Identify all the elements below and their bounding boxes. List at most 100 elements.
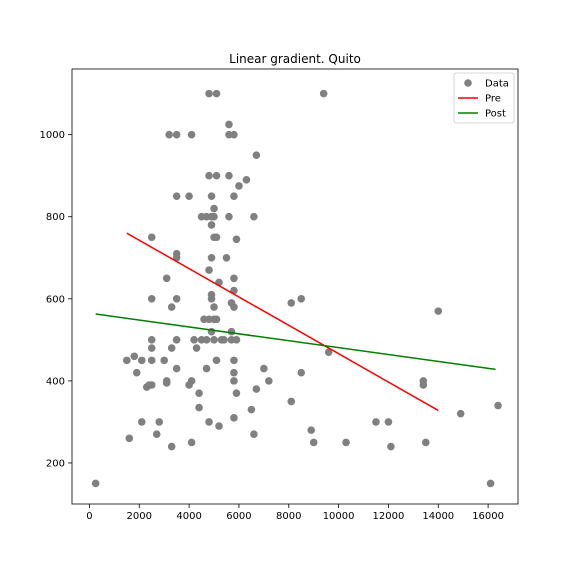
data-point: [456, 409, 465, 418]
data-point: [167, 442, 176, 451]
data-point: [422, 438, 430, 447]
data-point: [147, 336, 156, 344]
data-point: [252, 151, 261, 159]
data-point: [232, 336, 241, 344]
data-point: [130, 352, 139, 361]
x-tick-label: 10000: [323, 511, 355, 522]
x-tick-label: 6000: [226, 511, 251, 522]
data-point: [230, 192, 238, 201]
data-point: [232, 389, 241, 397]
data-point: [212, 315, 221, 324]
x-tick-label: 0: [86, 511, 92, 522]
data-point: [207, 192, 216, 201]
data-point: [192, 344, 201, 352]
data-point: [307, 426, 315, 434]
y-tick-label: 200: [46, 458, 65, 469]
data-point: [230, 130, 238, 139]
data-point: [372, 418, 380, 426]
data-point: [165, 130, 173, 139]
data-point: [172, 364, 181, 373]
data-point: [250, 212, 258, 221]
data-point: [137, 356, 146, 365]
data-point: [230, 303, 238, 311]
data-point: [123, 356, 131, 365]
data-point: [250, 430, 258, 439]
chart-title: Linear gradient. Quito: [229, 52, 361, 66]
data-point: [212, 89, 221, 98]
data-point: [187, 377, 196, 385]
plot-frame: [71, 68, 519, 505]
data-point: [210, 212, 218, 221]
data-point: [387, 442, 395, 451]
data-point: [230, 274, 238, 283]
data-point: [207, 253, 216, 262]
legend-item-post: Post: [458, 109, 506, 120]
data-point: [297, 368, 306, 377]
y-tick-label: 400: [46, 376, 65, 387]
data-point: [202, 336, 211, 344]
data-point: [205, 171, 213, 180]
y-tick-label: 1000: [40, 130, 65, 141]
legend-item-data: Data: [464, 79, 509, 90]
data-point: [265, 377, 273, 385]
pre-line: [126, 232, 439, 412]
data-point: [167, 344, 176, 352]
legend-item-pre: Pre: [458, 94, 501, 105]
data-point: [220, 336, 228, 344]
legend: Data Pre Post: [453, 72, 515, 124]
data-point: [225, 171, 233, 180]
data-point: [205, 418, 213, 426]
legend-marker: [464, 79, 472, 87]
data-point: [172, 130, 181, 139]
data-point: [287, 397, 296, 406]
data-point: [242, 176, 251, 184]
data-point: [384, 418, 393, 426]
data-point: [227, 327, 236, 336]
data-point: [132, 368, 141, 377]
data-point: [342, 438, 350, 447]
data-point: [155, 418, 164, 426]
data-point: [160, 356, 168, 365]
data-point: [207, 221, 216, 229]
data-point: [147, 381, 156, 389]
x-tick-label: 12000: [373, 511, 405, 522]
data-point: [205, 89, 213, 98]
data-point: [419, 377, 428, 385]
data-point: [215, 422, 223, 430]
data-point: [230, 414, 238, 422]
legend-label: Pre: [485, 94, 501, 105]
data-point: [137, 418, 146, 426]
data-point: [190, 336, 198, 344]
data-point: [287, 299, 296, 307]
data-point: [187, 130, 196, 139]
x-tick-label: 8000: [276, 511, 301, 522]
data-point: [260, 364, 268, 373]
x-tick-label: 4000: [176, 511, 201, 522]
data-point: [147, 233, 156, 242]
x-tick-label: 2000: [127, 511, 152, 522]
data-point: [207, 290, 216, 299]
data-point: [230, 356, 238, 365]
data-point: [210, 336, 218, 344]
data-point: [210, 303, 218, 311]
data-point: [202, 364, 211, 373]
data-point: [494, 401, 502, 410]
data-point: [162, 379, 171, 387]
data-point: [91, 479, 100, 488]
data-point: [230, 368, 238, 377]
x-axis: 0 2000 4000 6000 8000 10000 12000 14000 16000: [86, 504, 504, 522]
x-tick-label: 14000: [422, 511, 454, 522]
data-point: [252, 385, 261, 393]
data-point: [172, 192, 181, 201]
data-point: [162, 274, 171, 283]
data-point: [230, 377, 238, 385]
data-point: [205, 266, 213, 274]
x-tick-label: 16000: [472, 511, 504, 522]
data-point: [210, 204, 218, 213]
data-point: [319, 89, 328, 98]
data-point: [232, 235, 241, 244]
y-tick-label: 600: [46, 294, 65, 305]
data-point: [187, 438, 196, 447]
data-point: [225, 120, 233, 129]
